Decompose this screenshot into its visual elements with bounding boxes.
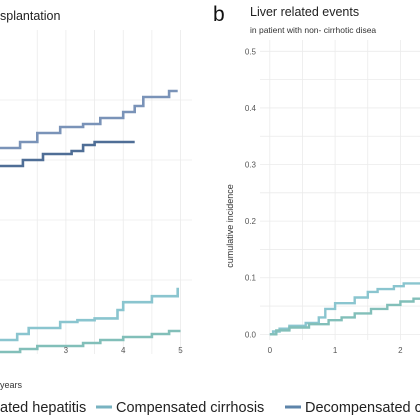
right-x-tick-2: 2: [398, 346, 403, 355]
right-y-tick-3: 0.3: [245, 161, 257, 170]
right-y-tick-4: 0.4: [245, 104, 257, 113]
right-y-tick-1: 0.1: [245, 274, 257, 283]
legend: ated hepatitis Compensated cirrhosis Dec…: [0, 400, 420, 416]
left-panel-title: splantation: [0, 9, 61, 23]
panel-label-b: b: [213, 3, 225, 26]
right-x-tick-labels: 0 1 2: [268, 346, 404, 355]
legend-label-3: Decompensated c: [305, 400, 420, 416]
left-x-axis-label: years: [0, 380, 23, 390]
left-panel: splantation 3 4 5 years: [0, 9, 192, 390]
legend-label-2: Compensated cirrhosis: [116, 400, 264, 416]
left-x-tick-labels: 3 4 5: [64, 346, 184, 355]
right-series-1-line: [269, 297, 420, 336]
left-x-tick-5: 5: [178, 346, 183, 355]
legend-label-1: ated hepatitis: [0, 400, 86, 416]
right-series-group: [269, 282, 420, 336]
left-gridlines: [0, 30, 192, 354]
right-y-tick-2: 0.2: [245, 217, 257, 226]
right-y-tick-labels: 0.0 0.1 0.2 0.3 0.4 0.5: [245, 47, 257, 339]
right-y-axis-label: cumulative incidence: [225, 184, 235, 268]
right-x-tick-0: 0: [268, 346, 273, 355]
left-series-2-line: [0, 287, 179, 342]
left-series-3-line: [0, 329, 181, 354]
right-y-tick-0: 0.0: [245, 330, 257, 339]
right-panel-subtitle: in patient with non- cirrhotic disea: [250, 25, 376, 35]
left-series-1-line: [0, 140, 135, 168]
right-y-tick-5: 0.5: [245, 47, 257, 56]
right-panel-title: Liver related events: [250, 5, 359, 19]
right-series-0-line: [269, 282, 420, 336]
right-panel: b Liver related events in patient with n…: [213, 3, 420, 355]
left-series-0-line: [0, 89, 178, 150]
left-x-tick-4: 4: [121, 346, 126, 355]
right-gridlines: [260, 40, 420, 340]
right-x-tick-1: 1: [333, 346, 338, 355]
left-x-tick-3: 3: [64, 346, 69, 355]
left-series-group: [0, 89, 181, 354]
